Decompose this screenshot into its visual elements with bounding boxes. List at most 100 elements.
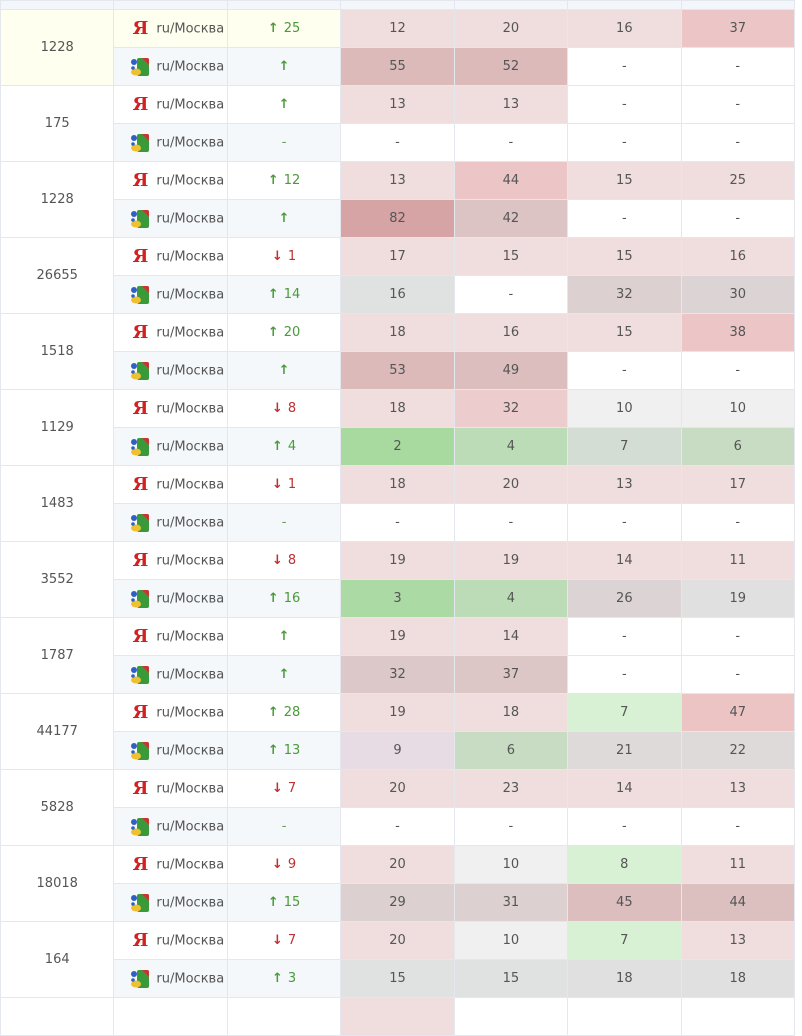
position-cell: 6 <box>453 731 569 770</box>
position-cell: 20 <box>340 769 455 808</box>
table-row[interactable]: ru/Москва ↑ 53 49- - <box>1 351 796 390</box>
region-id: 1483 <box>0 465 115 542</box>
change-value: 12 <box>283 173 301 188</box>
region-id: 175 <box>0 85 115 162</box>
position-cell: 7 <box>567 427 682 466</box>
position-cell: - <box>567 655 682 694</box>
position-cell: 14 <box>567 769 682 808</box>
region-label: ru/Москва <box>156 287 225 302</box>
table-row[interactable]: ru/Москва ↑ 14 16-32 30 <box>1 275 796 314</box>
table-row[interactable]: ru/Москва ↑ 32 37- - <box>1 655 796 694</box>
change-value: 15 <box>283 895 301 910</box>
google-icon <box>130 209 150 229</box>
position-cell: 18 <box>567 959 682 998</box>
position-cell: 16 <box>567 9 682 48</box>
region-label: ru/Москва <box>156 667 225 682</box>
arrow-up-icon: ↑ <box>271 439 283 454</box>
position-cell: 12 <box>340 9 455 48</box>
position-cell: 4 <box>453 579 569 618</box>
position-cell: 13 <box>680 921 796 960</box>
region-id: 26655 <box>0 237 115 314</box>
position-change: ↓ 9 <box>226 845 342 884</box>
position-cell: 31 <box>453 883 569 922</box>
table-row[interactable]: ru/Москва - - - - - <box>1 807 796 846</box>
arrow-down-icon: ↓ <box>271 781 283 796</box>
table-row[interactable]: ru/Москва ↑ 3 15 15 18 18 <box>1 959 796 998</box>
position-change: - <box>226 807 342 846</box>
position-cell: 15 <box>567 161 682 200</box>
region-id: 1228 <box>0 9 115 86</box>
position-cell: 9 <box>340 731 455 770</box>
region-label: ru/Москва <box>156 933 225 948</box>
search-engine-cell <box>113 997 228 1036</box>
region-label: ru/Москва <box>156 629 225 644</box>
google-icon <box>130 133 150 153</box>
google-icon <box>130 741 150 761</box>
table-row[interactable]: ru/Москва ↑ 15 29 31 45 44 <box>1 883 796 922</box>
arrow-up-icon: ↑ <box>267 895 279 910</box>
position-change: - <box>226 123 342 162</box>
position-cell: 15 <box>567 313 682 352</box>
position-cell: 44 <box>680 883 796 922</box>
position-cell: - <box>567 47 682 86</box>
position-cell <box>680 997 796 1036</box>
position-change: ↑ <box>226 85 342 124</box>
arrow-up-icon: ↑ <box>278 211 290 226</box>
region-id: 5828 <box>0 769 115 846</box>
position-cell: 13 <box>340 85 455 124</box>
position-cell: 19 <box>340 541 455 580</box>
region-label: ru/Москва <box>156 515 225 530</box>
position-change: ↑ 3 <box>226 959 342 998</box>
position-cell: 45 <box>567 883 682 922</box>
position-change <box>226 997 342 1036</box>
table-row[interactable]: ru/Москва ↑ 13 9 6 21 22 <box>1 731 796 770</box>
position-cell: 13 <box>340 161 455 200</box>
google-icon <box>130 285 150 305</box>
table-row[interactable]: ru/Москва ↑ 82 42- - <box>1 199 796 238</box>
position-cell: 14 <box>567 541 682 580</box>
table-row[interactable]: ru/Москва ↑ 55 52- - <box>1 47 796 86</box>
position-cell: - <box>453 807 569 846</box>
google-icon <box>130 589 150 609</box>
position-cell: - <box>567 123 682 162</box>
position-cell: - <box>340 503 455 542</box>
table-row <box>0 997 796 1036</box>
arrow-down-icon: ↓ <box>271 933 283 948</box>
position-cell: 42 <box>453 199 569 238</box>
header-cell <box>567 0 682 10</box>
table-row[interactable]: ru/Москва - - - - - <box>1 503 796 542</box>
region-id: 1787 <box>0 617 115 694</box>
region-label: ru/Москва <box>156 743 225 758</box>
arrow-down-icon: ↓ <box>271 857 283 872</box>
table-row[interactable]: ru/Москва ↑ 16 3 4 26 19 <box>1 579 796 618</box>
position-cell: 13 <box>567 465 682 504</box>
search-engine-cell: ru/Москва <box>113 123 228 162</box>
position-change: ↓ 8 <box>226 389 342 428</box>
position-cell <box>567 997 682 1036</box>
position-cell: 16 <box>340 275 455 314</box>
table-row[interactable]: ru/Москва - - - - - <box>1 123 796 162</box>
arrow-up-icon: ↑ <box>267 173 279 188</box>
region-label: ru/Москва <box>156 97 225 112</box>
position-cell: - <box>680 807 796 846</box>
position-cell: 15 <box>567 237 682 276</box>
position-cell: 10 <box>680 389 796 428</box>
table-row[interactable]: ru/Москва ↑ 4 2 4 7 6 <box>1 427 796 466</box>
